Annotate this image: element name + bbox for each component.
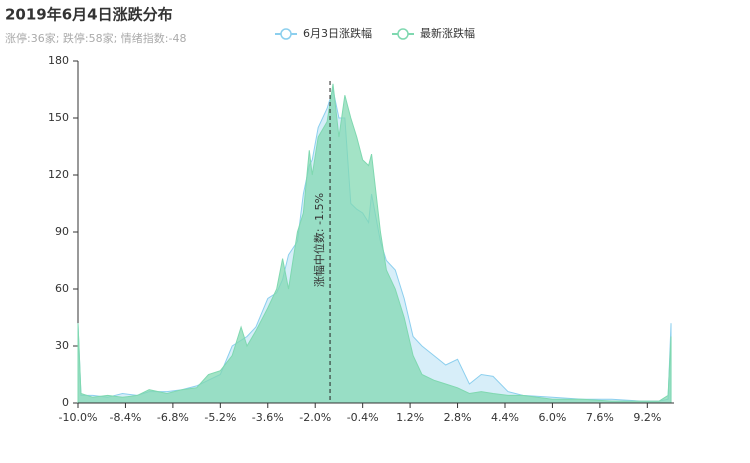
y-tick-label: 120 (48, 168, 69, 181)
x-tick-label: -10.0% (59, 411, 98, 424)
x-tick-label: 9.2% (633, 411, 661, 424)
x-tick-label: -0.4% (347, 411, 379, 424)
y-tick-label: 30 (55, 339, 69, 352)
x-tick-label: -5.2% (204, 411, 236, 424)
area (77, 83, 672, 404)
y-tick-label: 0 (62, 396, 69, 409)
y-tick-label: 180 (48, 54, 69, 67)
legend-label: 6月3日涨跌幅 (303, 26, 372, 40)
chart-title: 2019年6月4日涨跌分布 (5, 6, 173, 24)
y-tick-label: 60 (55, 282, 69, 295)
y-tick-label: 90 (55, 225, 69, 238)
x-tick-label: -6.8% (157, 411, 189, 424)
x-tick-label: -8.4% (109, 411, 141, 424)
legend-label: 最新涨跌幅 (420, 26, 475, 40)
chart-subtitle: 涨停:36家; 跌停:58家; 情绪指数:-48 (5, 31, 186, 45)
x-tick-label: 7.6% (586, 411, 614, 424)
x-tick-label: 6.0% (538, 411, 566, 424)
x-tick-label: 4.4% (491, 411, 519, 424)
x-tick-label: -2.0% (299, 411, 331, 424)
x-tick-label: 1.2% (396, 411, 424, 424)
y-tick-label: 150 (48, 111, 69, 124)
x-tick-label: 2.8% (444, 411, 472, 424)
legend-icon (280, 28, 292, 40)
legend-icon (397, 28, 409, 40)
x-tick-label: -3.6% (252, 411, 284, 424)
median-label: 涨幅中位数: -1.5% (312, 193, 326, 287)
